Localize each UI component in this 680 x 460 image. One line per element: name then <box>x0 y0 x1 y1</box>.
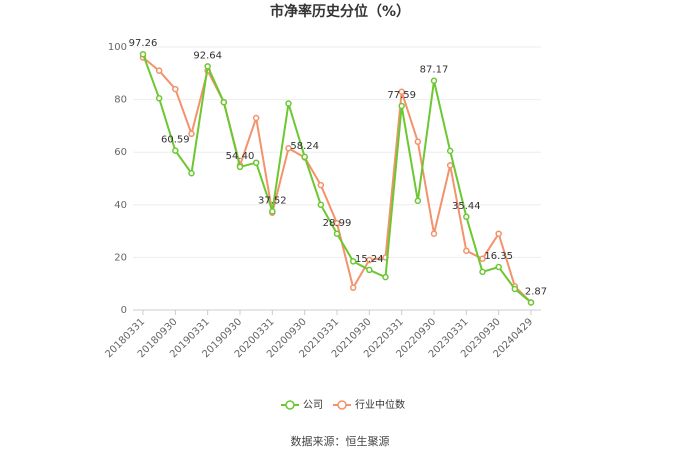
data-label: 35.44 <box>452 201 481 212</box>
point <box>317 181 325 189</box>
data-label: 60.59 <box>161 135 190 146</box>
point <box>301 153 308 161</box>
data-label: 77.59 <box>387 90 416 101</box>
point <box>430 230 438 237</box>
point <box>252 114 260 122</box>
point <box>269 208 276 215</box>
y-tick-label: 40 <box>114 200 127 211</box>
point <box>317 201 325 209</box>
point <box>333 219 341 227</box>
point <box>285 145 292 152</box>
point <box>414 197 422 205</box>
point <box>252 159 260 166</box>
data-label: 2.87 <box>525 286 547 297</box>
point <box>172 147 179 154</box>
chart-title: 市净率历史分位（%） <box>270 3 410 20</box>
point <box>204 63 211 70</box>
series-line <box>142 56 532 304</box>
data-label: 37.52 <box>258 195 287 206</box>
point <box>382 273 389 281</box>
y-tick-label: 0 <box>121 305 127 316</box>
source: 数据来源：恒生聚源 <box>291 434 390 448</box>
point <box>236 163 244 171</box>
point <box>172 85 179 93</box>
legend-label: 行业中位数 <box>355 398 405 411</box>
data-label: 97.26 <box>129 38 158 49</box>
point <box>155 95 163 102</box>
point <box>349 284 357 291</box>
point <box>366 266 373 274</box>
point <box>220 98 228 106</box>
point <box>398 88 405 95</box>
point <box>479 268 486 276</box>
point <box>511 285 519 293</box>
point <box>349 258 357 265</box>
data-label: 15.24 <box>355 254 384 265</box>
data-label: 92.64 <box>193 50 222 61</box>
point <box>430 77 438 84</box>
legend-label: 公司 <box>303 400 323 411</box>
point <box>398 102 405 110</box>
point <box>333 230 341 238</box>
point <box>495 263 502 271</box>
point <box>446 162 454 169</box>
data-label: 16.35 <box>484 251 513 262</box>
y-tick-label: 80 <box>114 95 127 106</box>
series-line <box>142 53 532 304</box>
point <box>188 169 195 177</box>
point <box>155 67 163 74</box>
point <box>527 299 535 306</box>
point <box>414 138 422 145</box>
point <box>495 230 502 237</box>
point <box>479 255 486 262</box>
data-label: 58.24 <box>290 141 319 152</box>
point <box>463 213 470 221</box>
point <box>139 50 147 58</box>
point <box>366 256 373 264</box>
data-label: 54.40 <box>226 151 255 162</box>
point <box>188 130 195 138</box>
point <box>446 147 454 155</box>
point <box>285 100 292 107</box>
point <box>463 247 470 255</box>
data-label: 28.99 <box>323 218 352 229</box>
legend-marker <box>337 400 347 410</box>
data-label: 87.17 <box>420 65 449 76</box>
legend-marker <box>285 400 295 410</box>
y-tick-label: 100 <box>108 42 127 53</box>
y-tick-label: 20 <box>114 252 127 263</box>
y-tick-label: 60 <box>114 147 127 158</box>
